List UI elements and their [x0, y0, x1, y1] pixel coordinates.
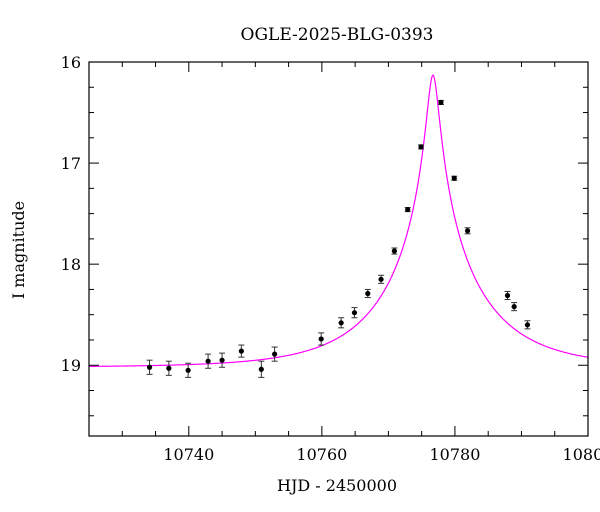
data-point-0 — [146, 364, 153, 370]
data-point-7 — [272, 351, 278, 357]
model-curve — [89, 74, 588, 368]
y-tick-label: 19 — [61, 356, 81, 375]
data-point-12 — [378, 276, 384, 282]
y-tick-label: 16 — [61, 53, 81, 72]
data-point-11 — [365, 290, 371, 297]
y-tick-label: 17 — [61, 154, 81, 173]
x-tick-label: 10800 — [563, 445, 600, 464]
data-point-16 — [438, 99, 444, 106]
plot-area: 10740 10760 10780 10800 16 17 18 19 — [61, 53, 600, 464]
data-point-4 — [219, 357, 225, 363]
chart-title: OGLE-2025-BLG-0393 — [241, 25, 434, 45]
y-tick-label: 18 — [61, 255, 81, 274]
data-point-13 — [391, 248, 397, 254]
data-point-17 — [451, 175, 457, 181]
data-point-14 — [405, 206, 411, 213]
x-tick-label: 10780 — [429, 445, 480, 464]
data-point-19 — [504, 292, 511, 299]
data-point-2 — [185, 367, 191, 373]
data-point-18 — [464, 228, 471, 234]
data-point-10 — [351, 310, 358, 316]
data-point-9 — [338, 320, 344, 326]
data-point-8 — [318, 336, 324, 342]
data-point-21 — [524, 322, 531, 328]
x-tick-label: 10740 — [163, 445, 214, 464]
data-point-15 — [418, 144, 424, 150]
data-point-5 — [238, 348, 244, 354]
plot-frame — [88, 61, 589, 437]
data-point-6 — [258, 366, 264, 372]
x-axis-label: HJD - 2450000 — [277, 476, 397, 495]
x-tick-label: 10760 — [296, 445, 347, 464]
data-point-1 — [166, 365, 172, 371]
data-point-20 — [511, 304, 517, 310]
data-point-3 — [205, 358, 211, 364]
y-axis-label: I magnitude — [9, 201, 28, 299]
